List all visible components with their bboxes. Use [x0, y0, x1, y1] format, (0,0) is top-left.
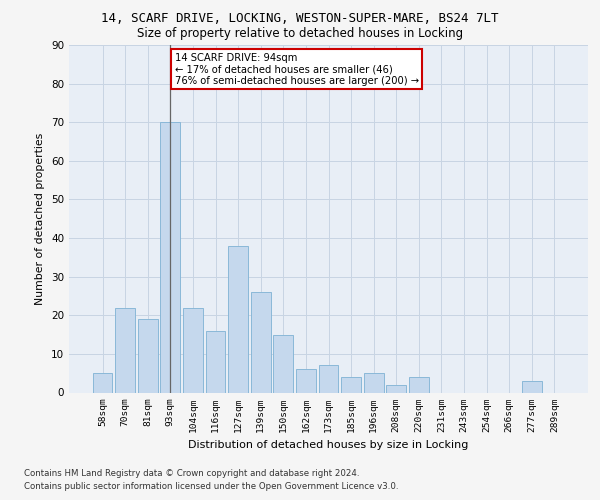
Bar [522, 381, 542, 392]
Bar [115, 308, 135, 392]
Bar [341, 377, 361, 392]
Bar [160, 122, 180, 392]
Bar [364, 373, 383, 392]
Bar [319, 366, 338, 392]
Bar [92, 373, 112, 392]
Text: Contains public sector information licensed under the Open Government Licence v3: Contains public sector information licen… [24, 482, 398, 491]
Bar [386, 385, 406, 392]
Bar [138, 319, 158, 392]
Bar [296, 370, 316, 392]
Text: 14, SCARF DRIVE, LOCKING, WESTON-SUPER-MARE, BS24 7LT: 14, SCARF DRIVE, LOCKING, WESTON-SUPER-M… [101, 12, 499, 26]
Bar [409, 377, 429, 392]
Text: Size of property relative to detached houses in Locking: Size of property relative to detached ho… [137, 28, 463, 40]
X-axis label: Distribution of detached houses by size in Locking: Distribution of detached houses by size … [188, 440, 469, 450]
Bar [206, 330, 226, 392]
Bar [274, 334, 293, 392]
Y-axis label: Number of detached properties: Number of detached properties [35, 132, 46, 305]
Text: 14 SCARF DRIVE: 94sqm
← 17% of detached houses are smaller (46)
76% of semi-deta: 14 SCARF DRIVE: 94sqm ← 17% of detached … [175, 52, 419, 86]
Text: Contains HM Land Registry data © Crown copyright and database right 2024.: Contains HM Land Registry data © Crown c… [24, 468, 359, 477]
Bar [251, 292, 271, 392]
Bar [228, 246, 248, 392]
Bar [183, 308, 203, 392]
